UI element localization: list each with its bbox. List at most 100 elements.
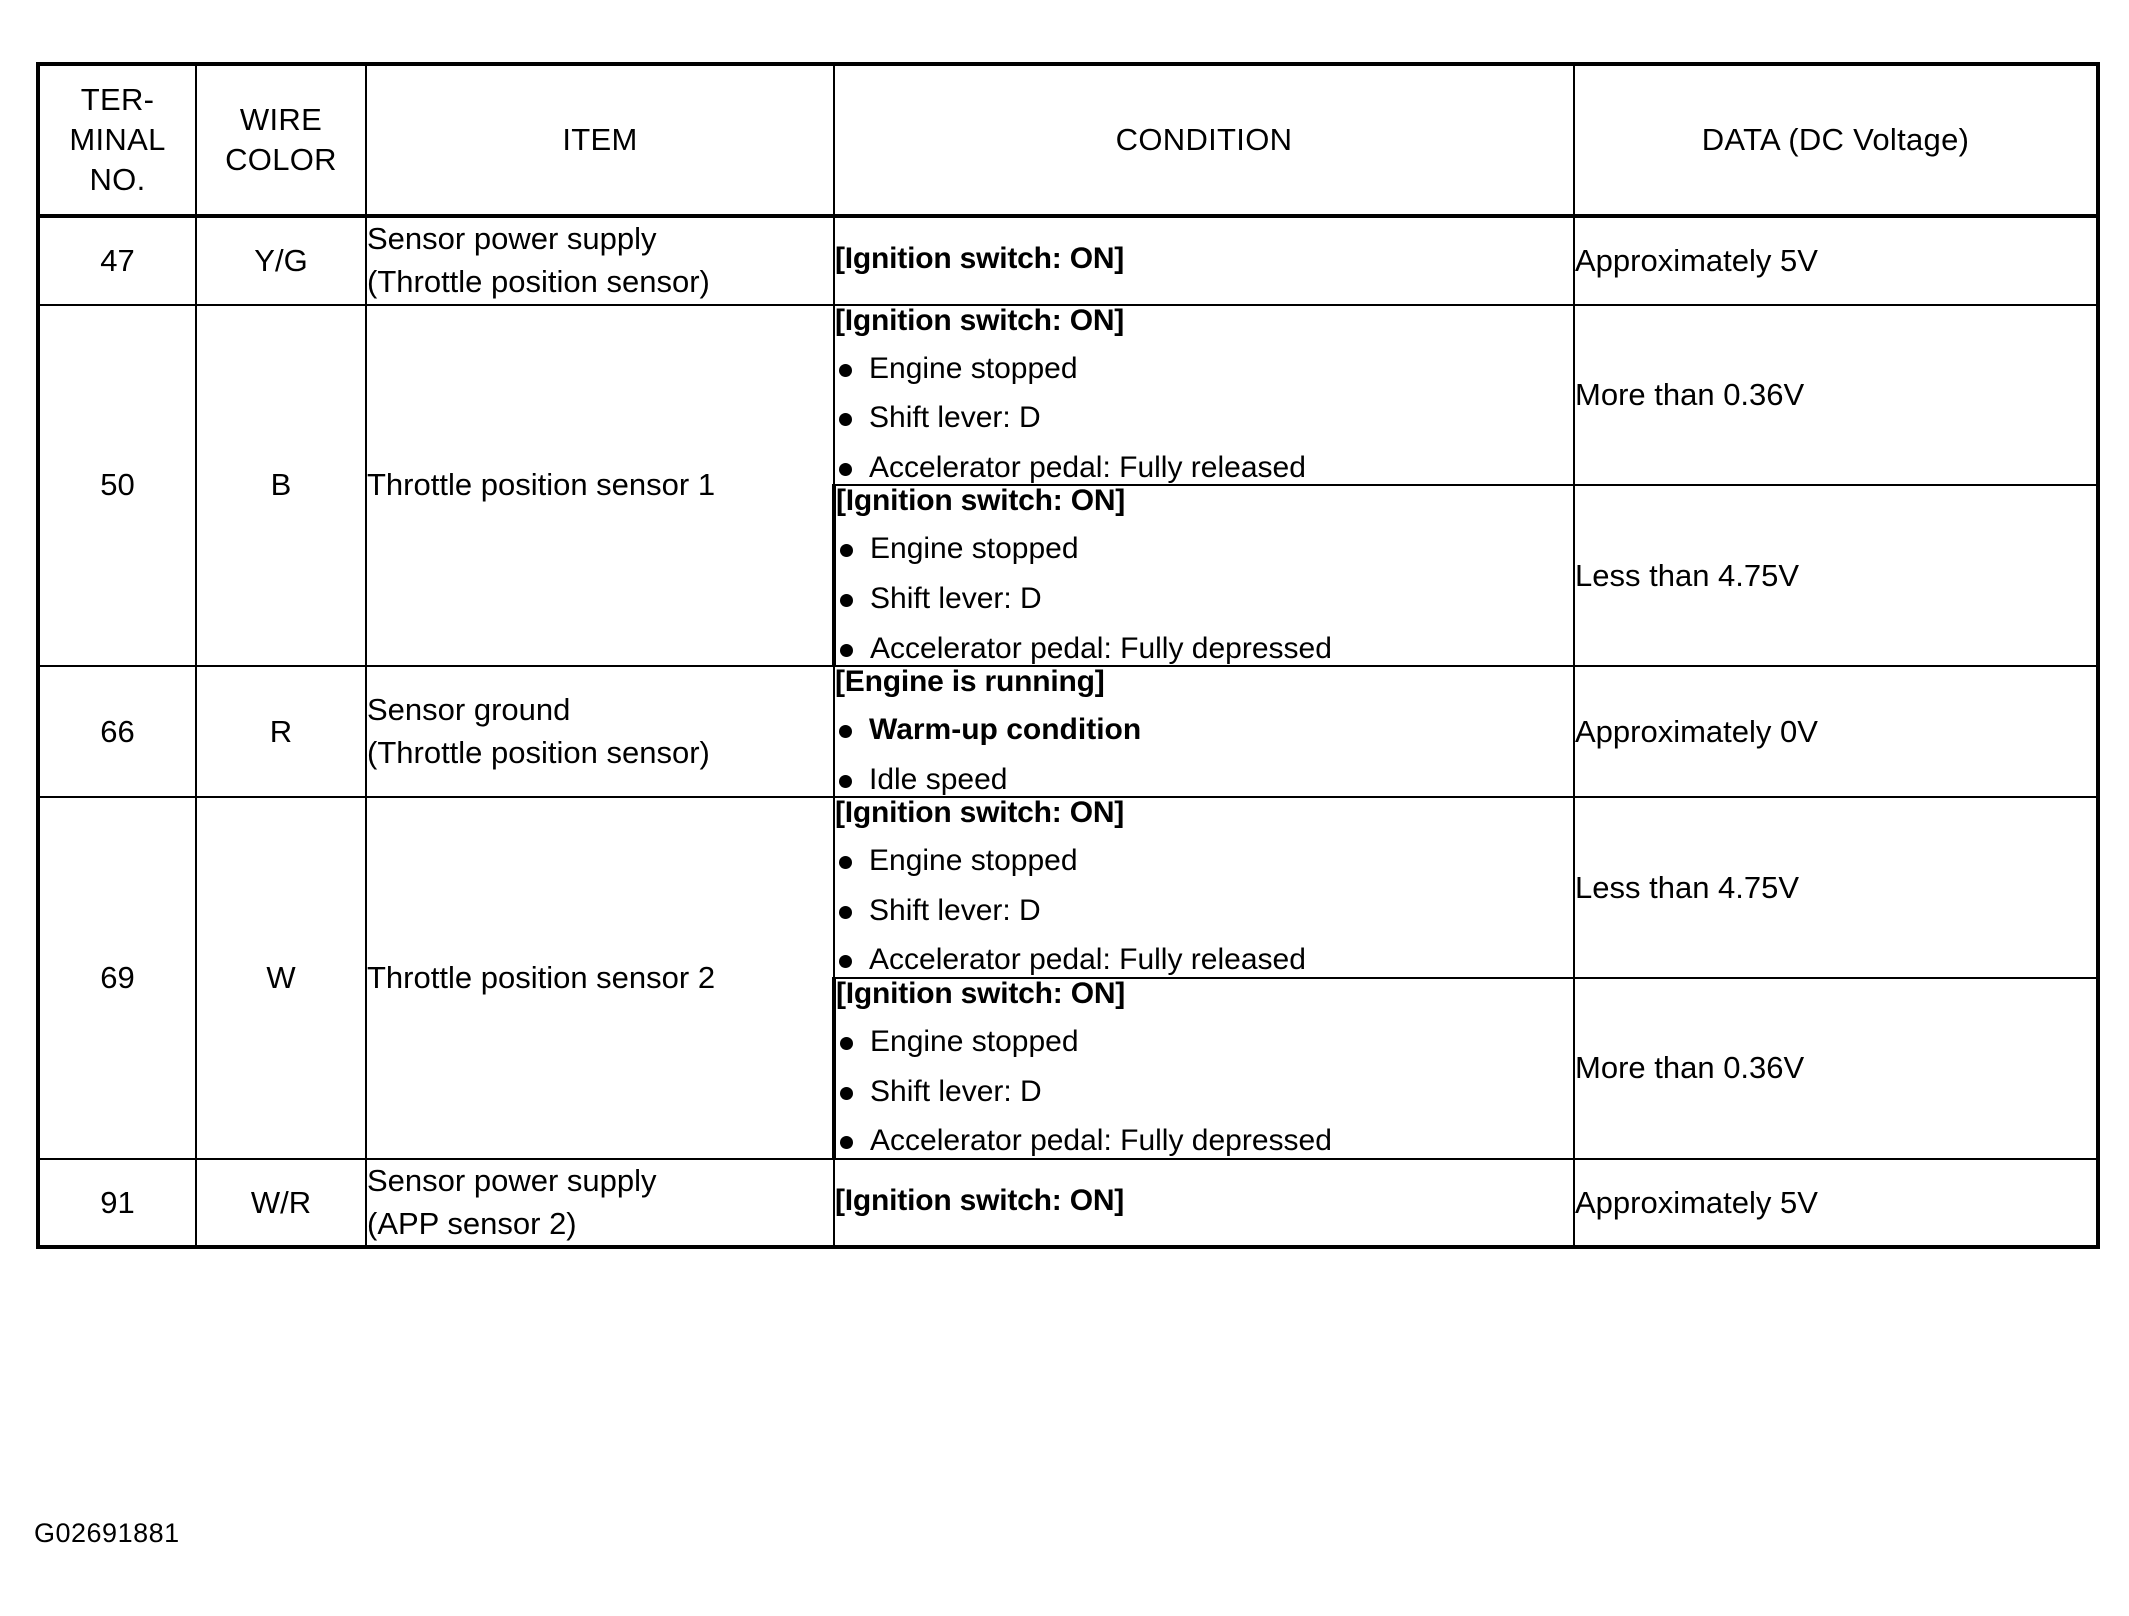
bullet-label: Engine stopped bbox=[869, 351, 1078, 385]
condition-bullet-list: Engine stopped Shift lever: D Accelerator … bbox=[835, 352, 1573, 485]
condition-bullet-list: Engine stopped Shift lever: D Accelerator … bbox=[836, 1025, 1573, 1158]
item-line-1: Sensor power supply bbox=[367, 1162, 657, 1198]
data-value-cell: Approximately 0V bbox=[1573, 665, 2100, 799]
condition-header: [Ignition switch: ON] bbox=[835, 1183, 1125, 1217]
item-cell: Throttle position sensor 1 bbox=[365, 303, 835, 668]
bullet-dot-icon bbox=[839, 955, 852, 969]
condition-bullet-item: Shift lever: D bbox=[835, 894, 1573, 928]
bullet-dot-icon bbox=[839, 905, 852, 919]
condition-bullet-list: Engine stopped Shift lever: D Accelerator … bbox=[835, 844, 1573, 977]
bullet-label: Shift lever: D bbox=[870, 1074, 1042, 1108]
bullet-label: Shift lever: D bbox=[870, 581, 1042, 615]
condition-cell: [Ignition switch: ON] Engine stopped Shift… bbox=[832, 484, 1575, 668]
bullet-label: Accelerator pedal: Fully depressed bbox=[870, 631, 1332, 665]
bullet-dot-icon bbox=[840, 1086, 853, 1100]
bullet-label: Warm-up condition bbox=[869, 713, 1142, 747]
condition-bullet-list: Warm-up condition Idle speed bbox=[835, 713, 1573, 796]
condition-bullet-item: Shift lever: D bbox=[836, 1075, 1573, 1109]
condition-bullet-list: Engine stopped Shift lever: D Accelerator … bbox=[836, 532, 1573, 665]
item-line-1: Throttle position sensor 1 bbox=[367, 466, 716, 502]
bullet-label: Engine stopped bbox=[870, 1025, 1079, 1059]
condition-bullet-item: Engine stopped bbox=[836, 1025, 1573, 1059]
bullet-label: Engine stopped bbox=[870, 532, 1079, 566]
terminal-no-cell: 50 bbox=[36, 303, 197, 668]
bullet-dot-icon bbox=[840, 643, 853, 657]
bullet-dot-icon bbox=[840, 593, 853, 607]
condition-bullet-item: Accelerator pedal: Fully released bbox=[835, 451, 1573, 485]
header-line-3: NO. bbox=[89, 162, 146, 198]
column-header-wire-color: WIRE COLOR bbox=[195, 62, 367, 218]
table-row: [Ignition switch: ON] Engine stopped Shift… bbox=[38, 977, 2100, 1160]
bullet-label: Accelerator pedal: Fully released bbox=[869, 943, 1306, 977]
wire-color-cell: W bbox=[195, 796, 367, 1160]
table-row: [Ignition switch: ON] Engine stopped Shift… bbox=[38, 484, 2100, 668]
terminal-no-cell: 47 bbox=[36, 215, 197, 306]
header-line-1: TER- bbox=[80, 81, 155, 117]
condition-bullet-item: Warm-up condition bbox=[835, 713, 1573, 747]
item-line-1: Sensor power supply bbox=[367, 221, 657, 256]
terminal-no-cell: 66 bbox=[36, 665, 197, 799]
condition-bullet-item: Engine stopped bbox=[835, 352, 1573, 386]
wire-color-cell: B bbox=[195, 303, 367, 668]
bullet-label: Accelerator pedal: Fully depressed bbox=[870, 1124, 1332, 1158]
bullet-dot-icon bbox=[839, 413, 852, 427]
data-value-cell: Less than 4.75V bbox=[1573, 796, 2100, 980]
condition-cell: [Ignition switch: ON] bbox=[833, 215, 1575, 306]
condition-bullet-item: Accelerator pedal: Fully depressed bbox=[836, 1124, 1573, 1158]
item-line-2: (Throttle position sensor) bbox=[367, 263, 710, 299]
data-value-cell: Less than 4.75V bbox=[1573, 484, 2100, 668]
terminal-no-cell: 69 bbox=[36, 796, 197, 1160]
bullet-dot-icon bbox=[839, 462, 852, 476]
condition-header: [Ignition switch: ON] bbox=[835, 796, 1125, 830]
bullet-label: Shift lever: D bbox=[869, 401, 1041, 435]
bullet-dot-icon bbox=[840, 544, 853, 558]
item-line-2: (APP sensor 2) bbox=[367, 1205, 577, 1241]
condition-header: [Ignition switch: ON] bbox=[836, 977, 1126, 1011]
bullet-dot-icon bbox=[839, 363, 852, 377]
table-row: 69 W Throttle position sensor 2 [Ignition s… bbox=[36, 796, 2100, 1160]
table-row: 66 R Sensor ground (Throttle position senso… bbox=[36, 665, 2100, 799]
condition-bullet-item: Accelerator pedal: Fully depressed bbox=[836, 632, 1573, 666]
bullet-dot-icon bbox=[839, 774, 852, 788]
table-row: 47 Y/G Sensor power supply (Throttle positi… bbox=[36, 215, 2100, 306]
bullet-label: Engine stopped bbox=[869, 844, 1078, 878]
table-body: 47 Y/G Sensor power supply (Throttle positi… bbox=[36, 215, 2100, 1250]
bullet-dot-icon bbox=[840, 1136, 853, 1150]
data-value-cell: Approximately 5V bbox=[1573, 1157, 2100, 1250]
condition-cell: [Ignition switch: ON] Engine stopped Shift… bbox=[832, 977, 1575, 1160]
item-line-1: Sensor ground bbox=[367, 691, 571, 727]
condition-bullet-item: Engine stopped bbox=[836, 532, 1573, 566]
figure-code: G02691881 bbox=[34, 1518, 180, 1548]
wire-color-cell: W/R bbox=[195, 1157, 367, 1250]
condition-header: [Ignition switch: ON] bbox=[836, 484, 1126, 518]
item-line-2: (Throttle position sensor) bbox=[367, 734, 710, 770]
condition-bullet-item: Engine stopped bbox=[835, 844, 1573, 878]
terminal-spec-table: TER- MINAL NO. WIRE COLOR ITEM CONDITION… bbox=[36, 62, 2100, 1250]
header-line-2: MINAL bbox=[69, 121, 166, 157]
condition-cell: [Engine is running] Warm-up condition Idle… bbox=[833, 665, 1575, 799]
header-line-2: COLOR bbox=[225, 142, 337, 177]
column-header-terminal-no: TER- MINAL NO. bbox=[36, 62, 197, 218]
condition-header: [Ignition switch: ON] bbox=[835, 303, 1125, 337]
header-line-1: WIRE bbox=[239, 101, 323, 137]
column-header-data: DATA (DC Voltage) bbox=[1573, 62, 2100, 218]
header-row: TER- MINAL NO. WIRE COLOR ITEM CONDITION… bbox=[36, 62, 2100, 218]
condition-bullet-item: Shift lever: D bbox=[835, 401, 1573, 435]
condition-cell: [Ignition switch: ON] Engine stopped Shift… bbox=[833, 303, 1575, 487]
bullet-label: Shift lever: D bbox=[869, 893, 1041, 927]
condition-cell: [Ignition switch: ON] Engine stopped Shift… bbox=[833, 796, 1575, 980]
data-value-cell: More than 0.36V bbox=[1573, 303, 2100, 487]
column-header-item: ITEM bbox=[365, 62, 835, 218]
condition-header: [Engine is running] bbox=[835, 665, 1105, 699]
condition-bullet-item: Shift lever: D bbox=[836, 582, 1573, 616]
wire-color-cell: R bbox=[195, 665, 367, 799]
table-row: 50 B Throttle position sensor 1 [Ignition s… bbox=[36, 303, 2100, 668]
item-cell: Sensor ground (Throttle position sensor) bbox=[365, 665, 835, 799]
bullet-dot-icon bbox=[840, 1037, 853, 1051]
data-value-cell: Approximately 5V bbox=[1573, 215, 2100, 306]
data-value-cell: More than 0.36V bbox=[1573, 977, 2100, 1160]
item-line-1: Throttle position sensor 2 bbox=[367, 959, 716, 995]
bullet-dot-icon bbox=[839, 856, 852, 870]
table-row: 91 W/R Sensor power supply (APP sensor 2) [I… bbox=[36, 1157, 2100, 1250]
